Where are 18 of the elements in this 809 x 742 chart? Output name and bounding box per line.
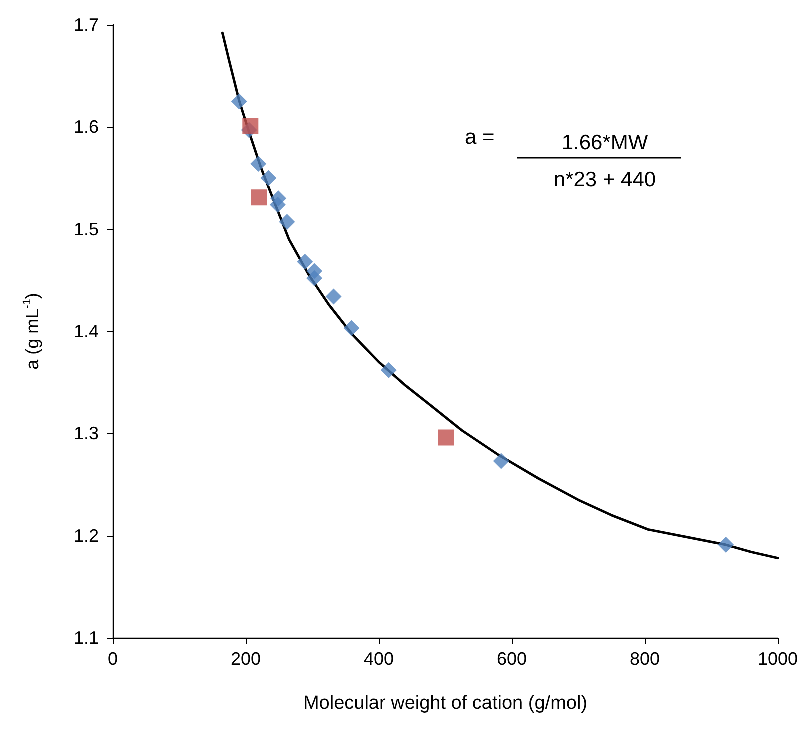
annotation: 1.66*MW	[562, 132, 648, 154]
y-tick-label: 1.6	[74, 117, 99, 138]
x-tick-label: 200	[230, 649, 262, 669]
x-tick-label: 400	[364, 649, 394, 669]
y-tick-label: 1.2	[74, 526, 99, 546]
y-tick-label: 1.5	[74, 219, 99, 240]
y-tick-label: 1.3	[74, 424, 99, 444]
x-tick-label: 0	[108, 649, 118, 669]
y-tick-label: 1.4	[74, 322, 99, 342]
y-tick-label: 1.1	[74, 628, 99, 648]
x-axis-title: Molecular weight of cation (g/mol)	[303, 693, 588, 714]
annotation: n*23 + 440	[554, 168, 656, 192]
x-tick-label: 1000	[758, 649, 798, 669]
x-tick-label: 600	[496, 649, 528, 669]
x-tick-label: 800	[630, 649, 660, 669]
y-tick-label: 1.7	[74, 15, 99, 35]
annotation: a =	[465, 126, 495, 149]
y-axis-title: a (g mL-1)	[22, 293, 42, 370]
